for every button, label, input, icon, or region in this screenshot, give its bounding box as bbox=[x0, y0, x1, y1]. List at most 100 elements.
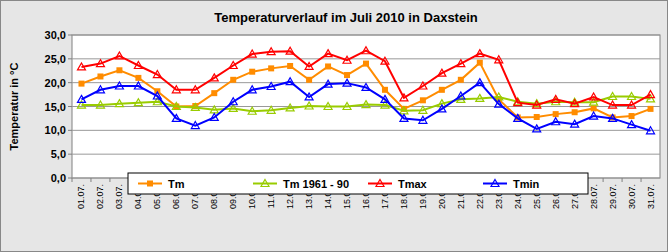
y-tick bbox=[68, 35, 72, 36]
series-line bbox=[81, 82, 650, 131]
data-point bbox=[286, 104, 294, 111]
data-point bbox=[628, 121, 636, 128]
data-point bbox=[400, 114, 408, 121]
series-line bbox=[81, 51, 650, 105]
x-tick bbox=[641, 178, 642, 182]
data-point bbox=[115, 100, 123, 107]
data-point bbox=[96, 101, 104, 108]
data-point bbox=[400, 107, 408, 114]
data-point bbox=[609, 101, 617, 108]
data-point bbox=[571, 100, 579, 107]
data-point bbox=[172, 114, 180, 121]
data-point bbox=[362, 47, 370, 54]
data-point bbox=[438, 105, 446, 112]
data-point bbox=[343, 103, 351, 110]
x-tick bbox=[109, 178, 110, 182]
legend-line bbox=[253, 183, 277, 185]
data-point bbox=[572, 109, 578, 115]
data-point bbox=[210, 74, 218, 81]
legend-label: Tmax bbox=[398, 178, 428, 190]
y-tick bbox=[68, 178, 72, 179]
data-point bbox=[648, 106, 654, 112]
data-point bbox=[249, 69, 255, 75]
data-point bbox=[230, 77, 236, 83]
data-point bbox=[229, 62, 237, 69]
data-point bbox=[591, 105, 597, 111]
data-point bbox=[248, 50, 256, 57]
data-point bbox=[134, 82, 142, 89]
data-point bbox=[97, 73, 103, 79]
data-point bbox=[363, 61, 369, 67]
data-point bbox=[287, 63, 293, 69]
grid-line bbox=[72, 35, 660, 36]
y-tick bbox=[68, 130, 72, 131]
data-point bbox=[210, 113, 218, 120]
data-point bbox=[324, 80, 332, 87]
data-point bbox=[96, 60, 104, 67]
data-point bbox=[420, 97, 426, 103]
data-point bbox=[495, 56, 503, 63]
x-tick bbox=[603, 178, 604, 182]
data-point bbox=[381, 57, 389, 64]
data-point bbox=[305, 62, 313, 69]
data-point bbox=[609, 114, 617, 121]
data-point bbox=[419, 106, 427, 113]
x-tick bbox=[72, 178, 73, 182]
data-point bbox=[77, 63, 85, 70]
data-point bbox=[211, 90, 217, 96]
x-tick-label: 03.07. bbox=[114, 184, 124, 209]
y-tick-label: 0,0 bbox=[51, 172, 66, 184]
data-point bbox=[305, 93, 313, 100]
data-point bbox=[458, 77, 464, 83]
data-point bbox=[533, 125, 541, 132]
data-point bbox=[324, 103, 332, 110]
data-point bbox=[629, 113, 635, 119]
data-point bbox=[116, 67, 122, 73]
data-point bbox=[590, 93, 598, 100]
background bbox=[1, 1, 668, 252]
x-tick-label: 30.07. bbox=[627, 184, 637, 209]
legend-marker bbox=[376, 180, 384, 187]
y-tick-label: 5,0 bbox=[51, 148, 66, 160]
plot-area bbox=[72, 35, 660, 178]
data-point bbox=[476, 94, 484, 101]
legend-label: Tm 1961 - 90 bbox=[283, 178, 349, 190]
data-point bbox=[306, 77, 312, 83]
y-tick bbox=[68, 82, 72, 83]
data-point bbox=[210, 106, 218, 113]
data-point bbox=[590, 112, 598, 119]
data-point bbox=[514, 99, 522, 106]
data-point bbox=[609, 92, 617, 99]
grid-line bbox=[72, 58, 660, 59]
data-point bbox=[172, 86, 180, 93]
data-point bbox=[477, 60, 483, 66]
data-point bbox=[552, 95, 560, 102]
data-point bbox=[628, 92, 636, 99]
data-point bbox=[229, 104, 237, 111]
data-point bbox=[229, 98, 237, 105]
y-tick-label: 15,0 bbox=[45, 101, 66, 113]
grid-line bbox=[72, 130, 660, 131]
data-point bbox=[78, 81, 84, 87]
data-point bbox=[115, 82, 123, 89]
data-point bbox=[191, 103, 199, 110]
x-tick-label: 02.07. bbox=[95, 184, 105, 209]
data-point bbox=[77, 95, 85, 102]
data-point bbox=[647, 91, 655, 98]
legend-marker bbox=[261, 180, 269, 187]
data-point bbox=[134, 99, 142, 106]
x-tick bbox=[622, 178, 623, 182]
data-point bbox=[96, 86, 104, 93]
data-point bbox=[134, 62, 142, 69]
data-point bbox=[514, 114, 522, 121]
data-point bbox=[344, 72, 350, 78]
data-point bbox=[172, 103, 180, 110]
x-tick-label: 29.07. bbox=[608, 184, 618, 209]
y-tick-label: 10,0 bbox=[45, 124, 66, 136]
legend-label: Tm bbox=[168, 178, 185, 190]
data-point bbox=[191, 122, 199, 129]
data-point bbox=[457, 92, 465, 99]
data-point bbox=[267, 48, 275, 55]
data-point bbox=[439, 87, 445, 93]
data-point bbox=[248, 86, 256, 93]
